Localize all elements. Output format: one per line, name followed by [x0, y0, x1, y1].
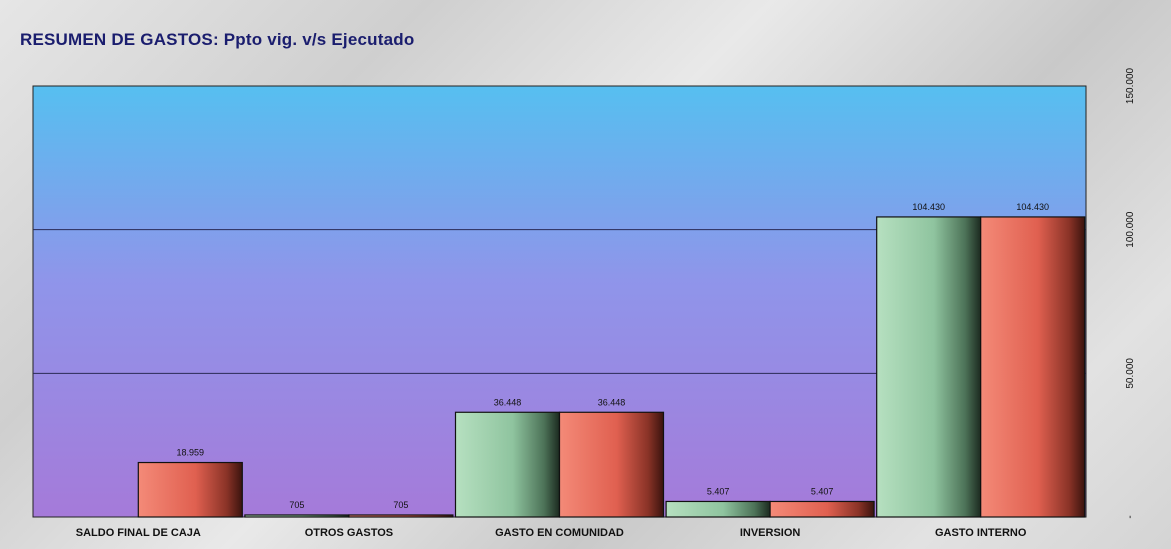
data-label: 104.430: [1016, 202, 1049, 212]
category-label: GASTO INTERNO: [935, 527, 1027, 539]
bar: [558, 411, 665, 518]
bar: [980, 216, 1086, 518]
data-label: 36.448: [494, 397, 522, 407]
y-tick-label: -: [1125, 515, 1136, 518]
bar: [665, 500, 771, 518]
data-label: 705: [289, 500, 304, 510]
bar: [348, 514, 454, 518]
data-label: 705: [393, 500, 408, 510]
y-tick-label: 50.000: [1125, 358, 1136, 389]
data-label: 5.407: [707, 486, 730, 496]
category-label: OTROS GASTOS: [305, 527, 393, 539]
category-label: GASTO EN COMUNIDAD: [495, 527, 624, 539]
y-tick-label: 100.000: [1125, 211, 1136, 248]
bar: [769, 500, 875, 518]
bar: [244, 514, 350, 518]
bar: [137, 461, 243, 518]
data-label: 18.959: [177, 448, 205, 458]
chart-title: RESUMEN DE GASTOS: Ppto vig. v/s Ejecuta…: [20, 30, 415, 49]
y-tick-label: 150.000: [1125, 67, 1136, 104]
data-label: 5.407: [811, 486, 834, 496]
bar: [876, 216, 982, 518]
category-label: INVERSION: [740, 527, 801, 539]
bar: [454, 411, 561, 518]
data-label: 36.448: [598, 397, 626, 407]
data-label: 104.430: [912, 202, 945, 212]
category-label: SALDO FINAL DE CAJA: [76, 527, 201, 539]
